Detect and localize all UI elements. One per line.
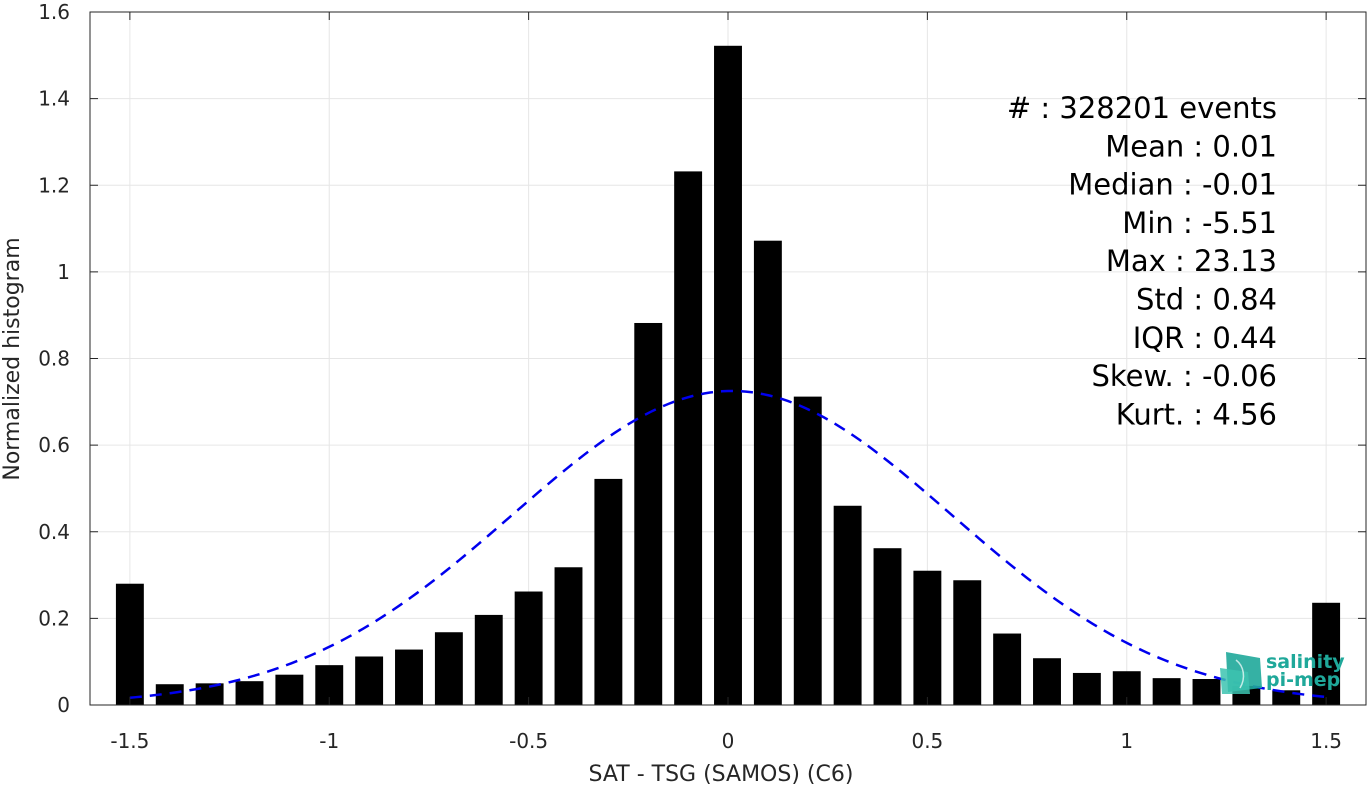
histogram-bar [793, 396, 822, 705]
histogram-bar [594, 478, 623, 705]
stats-line: Max : 23.13 [1106, 244, 1277, 278]
histogram-bar [1312, 602, 1341, 705]
histogram-bar [514, 591, 543, 705]
stats-line: Median : -0.01 [1068, 168, 1277, 202]
histogram-bar [115, 583, 144, 705]
x-tick-labels: -1.5 -1 -0.5 0 0.5 1 1.5 [110, 729, 1342, 753]
histogram-bar [993, 633, 1022, 705]
logo-line1: salinity [1266, 651, 1345, 673]
histogram-bar [395, 649, 423, 705]
y-tick-labels: 0 0.2 0.4 0.6 0.8 1 1.2 1.4 1.6 [38, 0, 70, 717]
histogram-bar [275, 674, 304, 705]
histogram-bar [714, 45, 742, 705]
y-tick-label: 0.8 [38, 347, 70, 371]
histogram-bar [155, 684, 184, 705]
histogram-bar [953, 580, 982, 705]
histogram-bar [753, 240, 782, 705]
x-tick-label: 0 [722, 729, 735, 753]
stats-annotation: # : 328201 events Mean : 0.01 Median : -0.… [1007, 91, 1277, 431]
bar-series [115, 45, 1341, 705]
histogram-bar [1192, 679, 1221, 705]
y-tick-label: 0.4 [38, 520, 70, 544]
gaussian-fit-curve [129, 389, 1327, 699]
stats-line: Std : 0.84 [1136, 283, 1277, 317]
y-tick-label: 0.6 [38, 433, 70, 457]
y-tick-label: 1.2 [38, 173, 70, 197]
histogram-bar [474, 614, 503, 705]
y-tick-label: 1.4 [38, 87, 70, 111]
y-tick-label: 1 [57, 260, 70, 284]
histogram-bar [913, 570, 942, 705]
y-axis-label: Normalized histogram [0, 237, 25, 480]
salinity-pimep-logo-icon [1220, 652, 1262, 694]
histogram-bar [873, 548, 902, 705]
axis-ticks [90, 11, 1366, 706]
x-tick-label: -0.5 [509, 729, 548, 753]
stats-line: Skew. : -0.06 [1091, 359, 1277, 393]
y-tick-label: 0.2 [38, 606, 70, 630]
histogram-bar [634, 322, 663, 705]
histogram-bar [1072, 672, 1101, 705]
histogram-bar [355, 656, 384, 705]
y-tick-label: 1.6 [38, 0, 70, 24]
histogram-bar [1033, 658, 1061, 705]
stats-line: # : 328201 events [1007, 91, 1277, 125]
stats-line: Kurt. : 4.56 [1116, 397, 1277, 431]
y-tick-label: 0 [57, 693, 70, 717]
x-tick-label: 1.5 [1310, 729, 1342, 753]
x-axis-label: SAT - TSG (SAMOS) (C6) [589, 762, 854, 785]
logo-line2: pi-mep [1266, 669, 1340, 691]
histogram-bar [674, 171, 703, 705]
histogram-bar [434, 632, 463, 705]
x-tick-label: -1.5 [110, 729, 149, 753]
x-tick-label: 1 [1120, 729, 1133, 753]
salinity-pimep-logo: salinity pi-mep [1220, 651, 1345, 694]
stats-line: Min : -5.51 [1122, 206, 1277, 240]
histogram-bar [833, 505, 862, 705]
histogram-bar [195, 683, 224, 705]
x-tick-label: 0.5 [911, 729, 943, 753]
histogram-bar [235, 681, 264, 705]
x-tick-label: -1 [319, 729, 339, 753]
histogram-bar [554, 567, 583, 705]
stats-line: IQR : 0.44 [1133, 321, 1277, 355]
stats-line: Mean : 0.01 [1105, 129, 1277, 163]
histogram-bar [1152, 678, 1181, 705]
